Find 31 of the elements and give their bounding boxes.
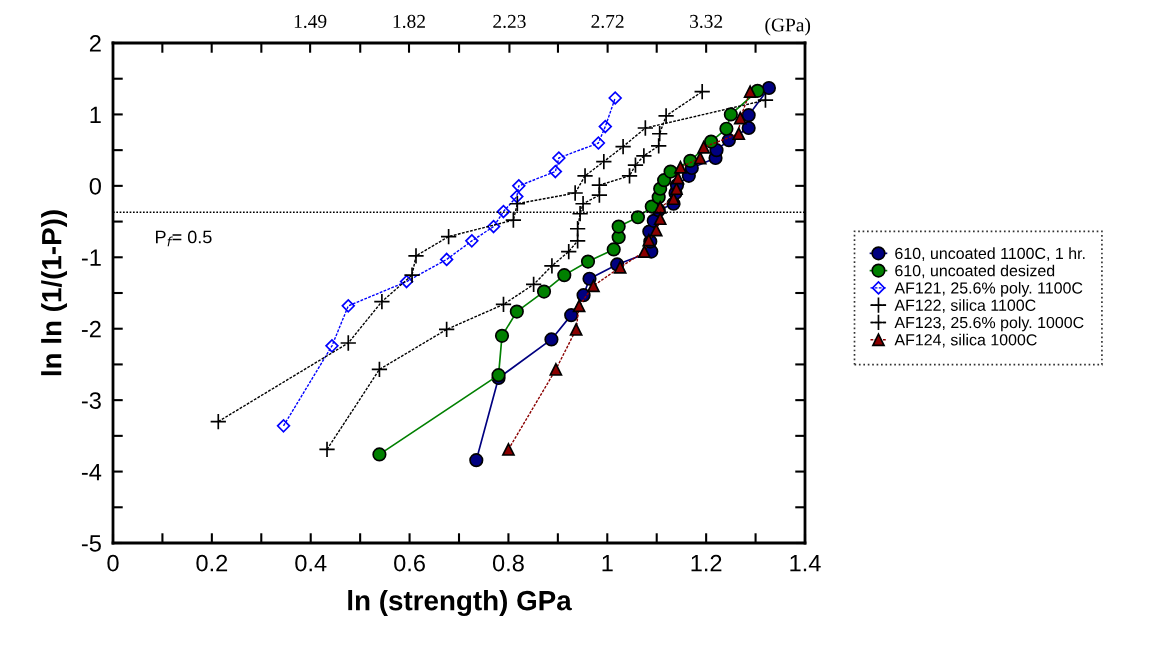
legend-label: 610, uncoated desized	[895, 264, 1055, 279]
y-tick-label: -2	[81, 320, 101, 338]
y-tick-label: -4	[81, 463, 102, 481]
legend-label: AF122, silica 1100C	[894, 299, 1036, 313]
x2-tick-label: 1.49	[294, 14, 327, 29]
legend-label: 610, uncoated 1100C, 1 hr.	[895, 247, 1085, 261]
y-tick-label: -3	[81, 392, 101, 409]
x2-axis-title: (GPa)	[765, 17, 811, 36]
x2-tick-label: 2.23	[493, 14, 526, 29]
x2-tick-label: 1.82	[393, 14, 425, 29]
x-tick-label: 0.8	[492, 554, 524, 572]
y-axis-title: ln ln (1/(1-P))	[41, 210, 68, 376]
y-tick-label: 2	[89, 35, 101, 52]
x-tick-label: 1.4	[790, 554, 821, 572]
y-tick-label: 0	[89, 177, 101, 195]
legend-label: AF121, 25.6% poly. 1100C	[894, 281, 1083, 297]
legend-label: AF123, 25.6% poly. 1000C	[894, 316, 1084, 332]
x-tick-label: 0.2	[196, 554, 228, 572]
x-tick-label: 0.6	[394, 554, 425, 572]
x2-tick-label: 3.32	[690, 14, 723, 29]
x2-tick-label: 2.72	[591, 14, 624, 29]
y-tick-label: -1	[81, 249, 101, 266]
x-axis-title: ln (strength) GPa	[348, 590, 572, 617]
y-tick-label: -5	[81, 535, 101, 552]
x-tick-label: 1.2	[691, 554, 722, 572]
y-tick-label: 1	[90, 106, 101, 123]
legend-label: AF124, silica 1000C	[894, 333, 1037, 348]
x-tick-label: 1	[602, 554, 613, 572]
x-tick-label: 0	[107, 554, 119, 572]
annotation: P$_{f}$= 0.5	[156, 230, 212, 247]
x-tick-label: 0.4	[295, 554, 327, 572]
